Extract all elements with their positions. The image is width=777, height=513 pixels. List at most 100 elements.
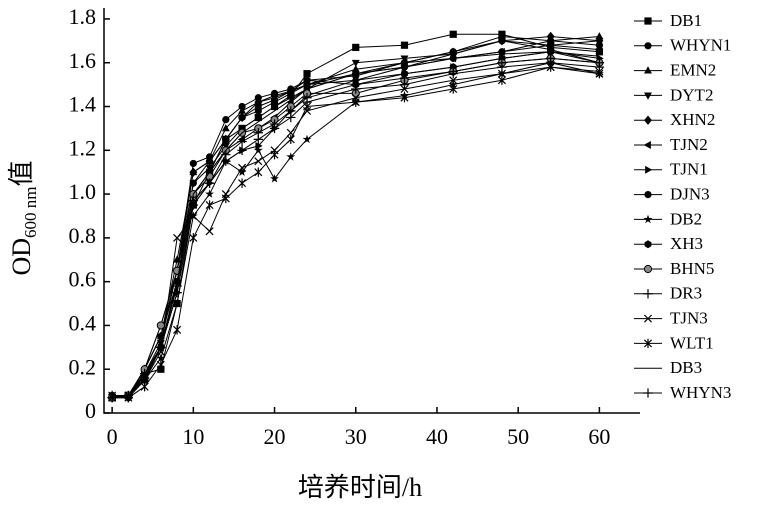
data-point bbox=[400, 84, 409, 94]
legend-marker bbox=[643, 338, 653, 349]
legend-label: WLT1 bbox=[670, 333, 714, 352]
data-point bbox=[303, 70, 311, 78]
y-tick-label: 0.2 bbox=[69, 354, 97, 379]
data-point bbox=[222, 116, 230, 124]
data-point bbox=[222, 135, 230, 144]
data-point bbox=[270, 174, 279, 183]
data-point bbox=[352, 43, 360, 52]
y-tick-label: 0 bbox=[85, 398, 96, 423]
data-point bbox=[173, 325, 182, 335]
legend-marker bbox=[645, 165, 653, 174]
data-point bbox=[594, 58, 605, 68]
y-tick-label: 0.4 bbox=[69, 310, 97, 335]
data-point bbox=[497, 69, 506, 78]
data-point bbox=[302, 134, 312, 144]
data-point bbox=[238, 106, 247, 114]
data-point bbox=[238, 178, 247, 188]
x-tick-label: 0 bbox=[107, 424, 118, 449]
data-point bbox=[546, 62, 555, 72]
legend-label: DJN3 bbox=[670, 185, 710, 204]
data-point bbox=[351, 59, 360, 68]
data-point bbox=[254, 167, 263, 177]
data-point bbox=[449, 84, 458, 94]
data-point bbox=[545, 53, 556, 64]
legend-marker bbox=[643, 264, 653, 274]
legend-marker bbox=[643, 314, 653, 323]
data-point bbox=[269, 119, 280, 129]
legend-label: WHYN3 bbox=[670, 383, 731, 402]
legend-marker bbox=[643, 214, 653, 224]
data-point bbox=[303, 79, 311, 90]
data-point bbox=[189, 159, 197, 168]
legend-marker bbox=[644, 66, 652, 74]
data-point bbox=[221, 124, 230, 132]
data-point bbox=[351, 79, 361, 90]
x-tick-label: 40 bbox=[426, 424, 448, 449]
data-point bbox=[595, 32, 604, 40]
legend-label: BHN5 bbox=[670, 259, 714, 278]
data-point bbox=[238, 163, 247, 172]
legend-marker bbox=[643, 289, 653, 299]
legend-label: XHN2 bbox=[670, 110, 715, 129]
x-tick-label: 20 bbox=[264, 424, 286, 449]
data-point bbox=[254, 102, 262, 111]
data-point bbox=[189, 233, 198, 243]
legend-label: DR3 bbox=[670, 284, 702, 303]
legend-marker bbox=[644, 191, 652, 199]
data-point bbox=[205, 153, 214, 161]
y-axis-title-suffix: 值 bbox=[7, 160, 36, 186]
data-point bbox=[595, 45, 603, 54]
data-point bbox=[497, 75, 506, 85]
data-point bbox=[270, 149, 279, 160]
data-point bbox=[286, 134, 295, 145]
data-point bbox=[172, 298, 182, 308]
data-point bbox=[238, 102, 246, 111]
data-point bbox=[238, 113, 246, 122]
x-tick-label: 60 bbox=[588, 424, 610, 449]
data-point bbox=[351, 97, 360, 107]
legend-label: TJN2 bbox=[670, 135, 708, 154]
data-point bbox=[448, 79, 458, 89]
data-point bbox=[595, 68, 604, 79]
data-point bbox=[139, 373, 150, 383]
data-point bbox=[286, 152, 296, 161]
data-point bbox=[448, 66, 458, 77]
data-point bbox=[221, 149, 231, 160]
legend-label: DB3 bbox=[670, 358, 702, 377]
data-point bbox=[156, 342, 166, 353]
data-point bbox=[303, 101, 312, 112]
data-point bbox=[302, 93, 312, 103]
data-point bbox=[205, 227, 214, 236]
data-point bbox=[449, 30, 457, 38]
data-point bbox=[270, 103, 279, 111]
data-point bbox=[449, 76, 458, 85]
data-point bbox=[270, 89, 279, 97]
y-tick-label: 1.4 bbox=[69, 92, 97, 117]
legend-label: WHYN1 bbox=[670, 36, 731, 55]
y-tick-label: 0.8 bbox=[69, 223, 97, 248]
legend-marker bbox=[644, 42, 652, 50]
data-point bbox=[400, 59, 409, 67]
data-point bbox=[497, 58, 507, 68]
x-tick-label: 50 bbox=[507, 424, 529, 449]
data-point bbox=[237, 167, 247, 176]
data-point bbox=[400, 55, 409, 63]
y-tick-label: 1.8 bbox=[69, 4, 97, 29]
data-point bbox=[172, 281, 182, 291]
data-point bbox=[107, 392, 117, 403]
data-point bbox=[173, 233, 182, 242]
legend-label: DB1 bbox=[670, 11, 702, 30]
data-point bbox=[237, 136, 247, 147]
x-tick-label: 30 bbox=[345, 424, 367, 449]
data-point bbox=[204, 178, 215, 188]
legend-label: TJN1 bbox=[670, 160, 708, 179]
data-point bbox=[546, 31, 555, 42]
data-point bbox=[140, 382, 149, 392]
data-point bbox=[400, 93, 409, 103]
y-tick-label: 0.6 bbox=[69, 267, 97, 292]
y-axis-title-main: OD bbox=[7, 238, 36, 276]
data-point bbox=[449, 48, 457, 56]
data-point bbox=[254, 94, 262, 102]
y-axis-title: OD600 nm值 bbox=[7, 160, 40, 275]
